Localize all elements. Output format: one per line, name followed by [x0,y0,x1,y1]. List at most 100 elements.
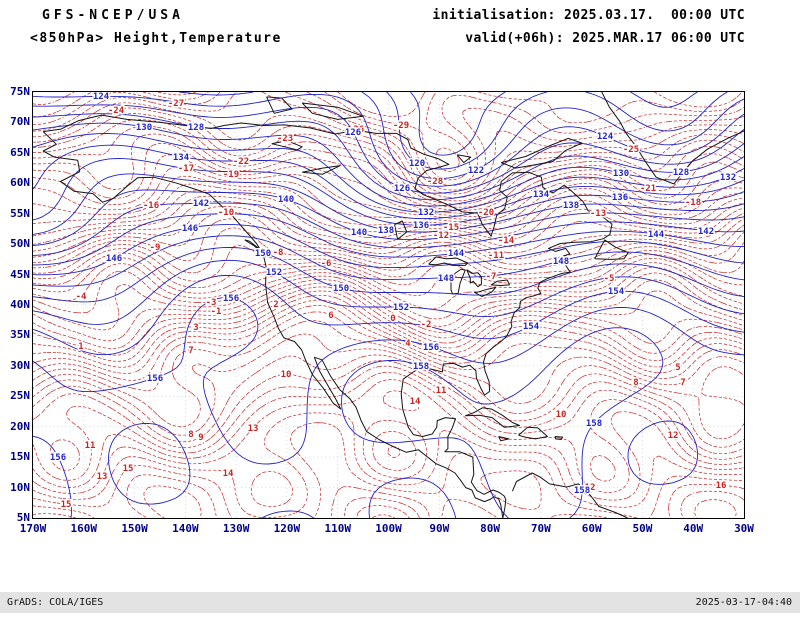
height-label: 158 [586,419,602,429]
lon-tick-140W: 140W [172,522,199,535]
plot-timestamp: 2025-03-17-04:40 [695,597,792,608]
temperature-contour [33,107,744,202]
height-label: 128 [673,168,689,178]
height-label: 138 [563,201,579,211]
field-title: <850hPa> Height,Temperature [30,31,282,46]
lon-tick-60W: 60W [581,522,602,535]
temperature-contour [33,272,744,331]
temperature-label: 14 [223,469,234,479]
height-label: 136 [413,221,429,231]
temperature-label: -3 [206,298,217,308]
temperature-contour [33,133,744,214]
height-label: 140 [278,195,294,205]
coastline [466,269,482,288]
height-contour [410,92,698,156]
height-contour [108,327,664,518]
coastline [554,436,564,440]
height-label: 144 [648,230,665,240]
height-contour [33,189,744,246]
lon-tick-70W: 70W [530,522,551,535]
temperature-contour [33,244,744,282]
lon-tick-30W: 30W [734,522,754,535]
coastline [518,426,548,440]
temperature-contour [33,282,744,350]
height-label: 136 [612,193,628,203]
temperature-label: -24 [108,106,125,116]
height-label: 130 [136,123,152,133]
temperature-label: 8 [633,378,638,388]
lat-tick-25N: 25N [10,389,30,403]
temperature-contour [33,485,744,518]
coastline [498,436,510,442]
lon-tick-40W: 40W [683,522,704,535]
temperature-label: -5 [604,274,615,284]
temperature-contour [33,299,744,374]
temperature-label: 13 [97,472,108,482]
coastline [594,239,629,260]
height-label: 156 [50,453,66,463]
temperature-label: -21 [640,184,656,194]
temperature-contour [33,200,744,254]
temperature-label: -13 [590,209,606,219]
lat-tick-40N: 40N [10,298,30,311]
temperature-label: 1 [78,342,83,352]
temperature-contour [33,290,744,362]
temperature-label: 11 [85,441,96,451]
lon-tick-170W: 170W [19,522,47,535]
temperature-label: 10 [556,410,567,420]
height-label: 150 [333,284,349,294]
temperature-contour [33,279,744,342]
coastline [490,279,510,286]
temperature-contour [33,183,744,235]
lat-tick-15N: 15N [10,450,30,464]
temperature-label: 12 [668,431,679,441]
temperature-contour [33,262,744,310]
coastline [271,140,303,151]
height-label: 132 [418,208,434,218]
height-contour [33,144,744,220]
temperature-label: 4 [405,339,411,349]
height-label: 156 [147,374,163,384]
contour-map-canvas: -29-28-27-26-25-24-23-22-21-20-19-18-17-… [33,92,744,518]
height-label: 130 [613,169,629,179]
coastline [266,96,293,114]
temperature-label: 12 [585,483,596,493]
height-label: 142 [698,227,714,237]
lon-tick-90W: 90W [429,522,450,535]
temperature-label: 10 [281,370,292,380]
height-contour [33,274,744,356]
lat-tick-75N: 75N [10,85,30,98]
temperature-contour [33,195,744,247]
footer-bar: GrADS: COLA/IGES 2025-03-17-04:40 [0,592,800,613]
temperature-label: -1 [211,307,222,317]
height-label: 156 [223,294,239,304]
lat-tick-60N: 60N [10,176,30,190]
lat-tick-70N: 70N [10,115,30,129]
temperature-contour [33,470,744,518]
height-label: 150 [255,249,271,259]
lat-tick-65N: 65N [10,145,30,159]
temperature-label: 9 [198,433,203,443]
temperature-label: -18 [685,198,701,208]
temperature-label: -28 [427,177,443,187]
coastline [465,407,520,428]
temperature-label: -4 [76,292,87,302]
lon-tick-80W: 80W [480,522,500,535]
temperature-label: -11 [488,251,504,261]
height-label: 148 [438,274,454,284]
temperature-contour [33,113,744,205]
lat-tick-5N: 5N [16,511,30,524]
height-contour [33,104,744,194]
temperature-label: -6 [321,259,332,269]
lat-tick-35N: 35N [10,328,30,342]
lat-tick-45N: 45N [10,267,30,281]
temperature-label: -17 [178,164,194,174]
temperature-label: -9 [150,243,161,253]
height-label: 124 [597,132,614,142]
temperature-label: -29 [393,121,409,131]
height-label: 156 [423,343,439,353]
temperature-contour [33,311,744,391]
coastline [511,472,628,518]
temperature-label: -14 [498,236,515,246]
